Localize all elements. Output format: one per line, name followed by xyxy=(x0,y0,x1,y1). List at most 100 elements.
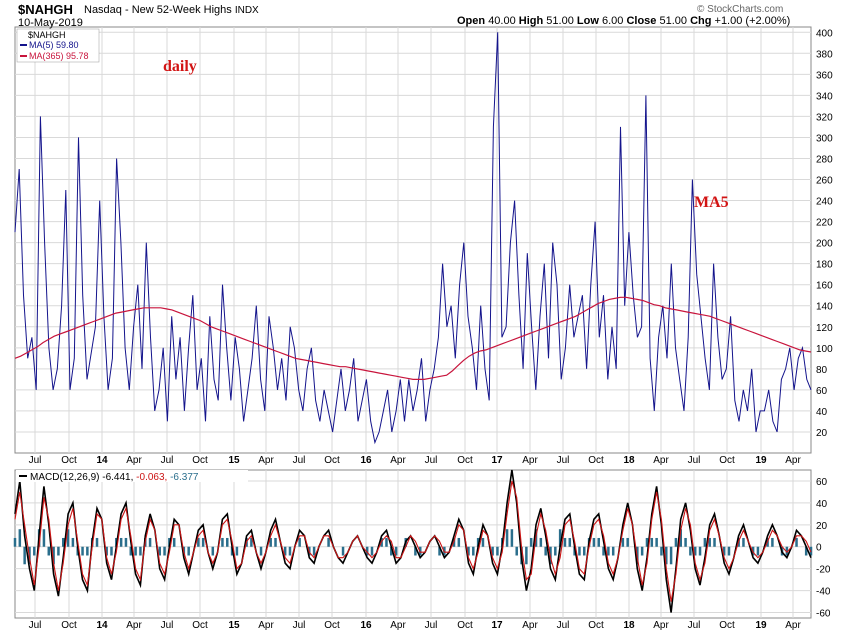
macd-x-tick-label: 15 xyxy=(228,620,240,631)
macd-x-tick-label: Jul xyxy=(557,620,570,631)
ma5-series-line xyxy=(14,32,812,445)
y-tick-label: 220 xyxy=(816,218,833,229)
ma365-series-line xyxy=(14,296,812,380)
low-value: 6.00 xyxy=(601,15,624,27)
symbol-title: $NAHGH xyxy=(18,2,73,17)
macd-x-tick-label: Oct xyxy=(457,620,473,631)
legend-symbol: $NAHGH xyxy=(28,30,66,40)
macd-x-tick-label: Apr xyxy=(126,620,142,631)
x-tick-label: Apr xyxy=(390,455,406,466)
macd-x-tick-label: Apr xyxy=(258,620,274,631)
macd-legend-part: -6.377 xyxy=(170,472,199,483)
signal-line xyxy=(14,480,812,602)
price-panel-frame xyxy=(14,26,812,454)
description-text: Nasdaq - New 52-Week Highs xyxy=(84,4,232,16)
y-tick-label: 280 xyxy=(816,154,833,165)
y-tick-label: 380 xyxy=(816,49,833,60)
chg-label: Chg xyxy=(690,15,712,27)
y-tick-label: 240 xyxy=(816,197,833,208)
macd-y-tick-label: -20 xyxy=(816,565,831,576)
x-tick-label: 16 xyxy=(360,455,372,466)
macd-x-tick-label: Oct xyxy=(61,620,77,631)
y-tick-label: 180 xyxy=(816,260,833,271)
watermark: © StockCharts.com xyxy=(697,4,784,15)
x-tick-label: Apr xyxy=(126,455,142,466)
macd-x-tick-label: 17 xyxy=(491,620,503,631)
x-tick-label: Oct xyxy=(61,455,77,466)
macd-y-tick-label: 20 xyxy=(816,521,828,532)
macd-x-tick-label: 18 xyxy=(623,620,635,631)
chg-value: +1.00 (+2.00%) xyxy=(714,15,791,27)
y-tick-label: 60 xyxy=(816,386,828,397)
macd-legend-bg xyxy=(16,470,248,482)
x-tick-label: 14 xyxy=(96,455,108,466)
y-tick-label: 320 xyxy=(816,112,833,123)
x-tick-label: Apr xyxy=(258,455,274,466)
y-tick-label: 100 xyxy=(816,344,833,355)
y-tick-label: 20 xyxy=(816,428,828,439)
macd-x-tick-label: Jul xyxy=(29,620,42,631)
macd-legend-part: MACD(12,26,9) xyxy=(30,472,102,483)
ohlc-readout: Open 40.00 High 51.00 Low 6.00 Close 51.… xyxy=(457,15,790,27)
x-tick-label: Jul xyxy=(425,455,438,466)
x-tick-label: Oct xyxy=(192,455,208,466)
macd-legend-part: -0.063, xyxy=(136,472,170,483)
close-label: Close xyxy=(626,15,657,27)
macd-x-tick-label: Jul xyxy=(688,620,701,631)
x-tick-label: Oct xyxy=(588,455,604,466)
x-tick-label: 15 xyxy=(228,455,240,466)
symbol-description: Nasdaq - New 52-Week Highs INDX xyxy=(84,4,259,16)
y-tick-label: 200 xyxy=(816,239,833,250)
open-value: 40.00 xyxy=(488,15,516,27)
macd-x-tick-label: Oct xyxy=(719,620,735,631)
x-tick-label: Oct xyxy=(457,455,473,466)
macd-y-tick-label: -60 xyxy=(816,609,831,620)
macd-line xyxy=(14,469,812,613)
x-tick-label: Apr xyxy=(653,455,669,466)
x-tick-label: Jul xyxy=(557,455,570,466)
x-tick-label: Jul xyxy=(29,455,42,466)
x-tick-label: 19 xyxy=(755,455,767,466)
macd-x-tick-label: Oct xyxy=(588,620,604,631)
open-label: Open xyxy=(457,15,486,27)
macd-y-tick-label: 40 xyxy=(816,499,828,510)
macd-x-tick-label: Jul xyxy=(161,620,174,631)
macd-y-tick-label: 60 xyxy=(816,477,828,488)
x-tick-label: 18 xyxy=(623,455,635,466)
x-tick-label: 17 xyxy=(491,455,503,466)
macd-y-tick-label: 0 xyxy=(816,543,822,554)
macd-x-tick-label: 19 xyxy=(755,620,767,631)
y-tick-label: 120 xyxy=(816,323,833,334)
macd-x-tick-label: Apr xyxy=(522,620,538,631)
x-tick-label: Apr xyxy=(785,455,801,466)
y-tick-label: 400 xyxy=(816,28,833,39)
legend-ma5: MA(5) 59.80 xyxy=(29,40,79,50)
macd-legend-part: -6.441, xyxy=(102,472,136,483)
y-tick-label: 140 xyxy=(816,302,833,313)
x-tick-label: Jul xyxy=(161,455,174,466)
y-tick-label: 340 xyxy=(816,91,833,102)
annotation-ma5: MA5 xyxy=(694,194,729,211)
annotation-daily: daily xyxy=(163,58,197,75)
macd-x-tick-label: Jul xyxy=(425,620,438,631)
macd-y-tick-label: -40 xyxy=(816,587,831,598)
macd-x-tick-label: Apr xyxy=(390,620,406,631)
legend-box xyxy=(16,28,100,63)
macd-x-tick-label: 14 xyxy=(96,620,108,631)
macd-x-tick-label: Oct xyxy=(324,620,340,631)
y-tick-label: 260 xyxy=(816,176,833,187)
x-tick-label: Oct xyxy=(719,455,735,466)
x-tick-label: Oct xyxy=(324,455,340,466)
close-value: 51.00 xyxy=(659,15,687,27)
macd-x-tick-label: 16 xyxy=(360,620,372,631)
macd-x-tick-label: Jul xyxy=(293,620,306,631)
macd-legend: MACD(12,26,9) -6.441, -0.063, -6.377 xyxy=(30,472,199,483)
legend-ma365: MA(365) 95.78 xyxy=(29,51,89,61)
x-tick-label: Jul xyxy=(293,455,306,466)
high-value: 51.00 xyxy=(546,15,574,27)
exchange-label: INDX xyxy=(234,5,259,16)
macd-x-tick-label: Oct xyxy=(192,620,208,631)
high-label: High xyxy=(518,15,544,27)
